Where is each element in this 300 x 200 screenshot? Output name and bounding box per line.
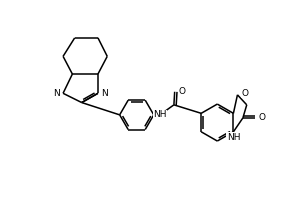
Text: O: O [178,87,185,96]
Text: O: O [241,89,248,98]
Text: NH: NH [153,110,167,119]
Text: NH: NH [227,133,240,142]
Text: O: O [258,113,266,122]
Text: N: N [53,89,60,98]
Text: N: N [101,89,108,98]
